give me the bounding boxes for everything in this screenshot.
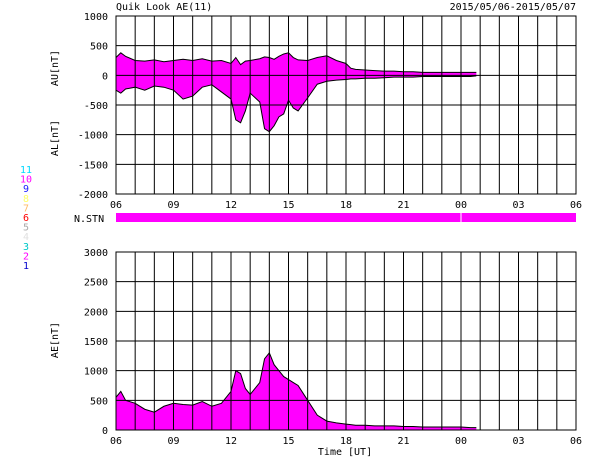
au-al-area (115, 52, 477, 133)
x-tick-label: 06 (570, 436, 582, 447)
au-al-panel: 1000 500 0 -500 -1000 -1500 -2000 06 09 12 15 18 21… (50, 12, 582, 211)
x-tick-label: 00 (455, 200, 467, 211)
y-tick-label: 2000 (84, 307, 108, 318)
x-tick-label: 00 (455, 436, 467, 447)
x-tick-label: 18 (340, 436, 352, 447)
y-tick-label: 3000 (84, 248, 108, 259)
nstn-label: N.STN (74, 214, 104, 225)
x-tick-label: 12 (225, 436, 237, 447)
y-tick-label: 500 (90, 42, 108, 53)
x-tick-label: 15 (282, 436, 294, 447)
x-tick-label: 12 (225, 200, 237, 211)
station-legend-entry: 7 (23, 203, 29, 214)
station-legend-entry: 11 (20, 165, 32, 176)
station-legend-entry: 2 (23, 251, 29, 262)
al-axis-label: AL[nT] (50, 120, 61, 156)
au-line (115, 52, 477, 73)
au-al-grid (115, 15, 577, 195)
nstn-coverage-bar (116, 213, 576, 222)
x-tick-label: 06 (110, 436, 122, 447)
station-legend-entry: 1 (23, 261, 29, 272)
y-tick-label: 500 (90, 396, 108, 407)
station-legend-entry: 5 (23, 223, 29, 234)
ae-axis-label: AE[nT] (50, 322, 61, 358)
x-tick-label: 03 (512, 436, 524, 447)
x-tick-label: 06 (110, 200, 122, 211)
y-tick-label: -1000 (78, 131, 108, 142)
station-legend-entry: 6 (23, 213, 29, 224)
station-legend-entry: 4 (23, 232, 29, 243)
time-axis-label: Time [UT] (318, 447, 372, 458)
y-tick-label: -2000 (78, 190, 108, 201)
y-tick-label: 1000 (84, 12, 108, 23)
ae-x-ticks: 06 09 12 15 18 21 00 03 06 (110, 436, 582, 447)
y-tick-label: 0 (102, 71, 108, 82)
ae-y-ticks: 3000 2500 2000 1500 1000 500 0 (84, 248, 108, 437)
chart-title: Quik Look AE(11) (116, 2, 212, 13)
station-legend-entry: 8 (23, 194, 29, 205)
date-range: 2015/05/06-2015/05/07 (450, 2, 576, 13)
x-tick-label: 15 (282, 200, 294, 211)
y-tick-label: -1500 (78, 160, 108, 171)
station-legend-entry: 3 (23, 242, 29, 253)
nstn-bar-fill (116, 213, 576, 222)
y-tick-label: -500 (84, 101, 108, 112)
ae-grid (115, 251, 577, 431)
au-al-y-ticks: 1000 500 0 -500 -1000 -1500 -2000 (78, 12, 108, 201)
x-tick-label: 21 (397, 200, 409, 211)
x-tick-label: 21 (397, 436, 409, 447)
y-tick-label: 1000 (84, 367, 108, 378)
au-al-x-ticks: 06 09 12 15 18 21 00 03 06 (110, 200, 582, 211)
x-tick-label: 09 (167, 200, 179, 211)
au-axis-label: AU[nT] (50, 50, 61, 86)
al-line (115, 75, 477, 133)
y-tick-label: 0 (102, 426, 108, 437)
station-legend-entry: 10 (20, 175, 32, 186)
x-tick-label: 06 (570, 200, 582, 211)
x-tick-label: 03 (512, 200, 524, 211)
ae-area (115, 351, 477, 430)
y-tick-label: 2500 (84, 278, 108, 289)
au-al-envelope (116, 52, 477, 132)
ae-area-fill (116, 352, 477, 430)
y-tick-label: 1500 (84, 337, 108, 348)
station-legend-entry: 9 (23, 184, 29, 195)
station-count-strip: N.STN (74, 213, 576, 225)
ae-line (115, 351, 477, 429)
x-tick-label: 18 (340, 200, 352, 211)
x-tick-label: 09 (167, 436, 179, 447)
